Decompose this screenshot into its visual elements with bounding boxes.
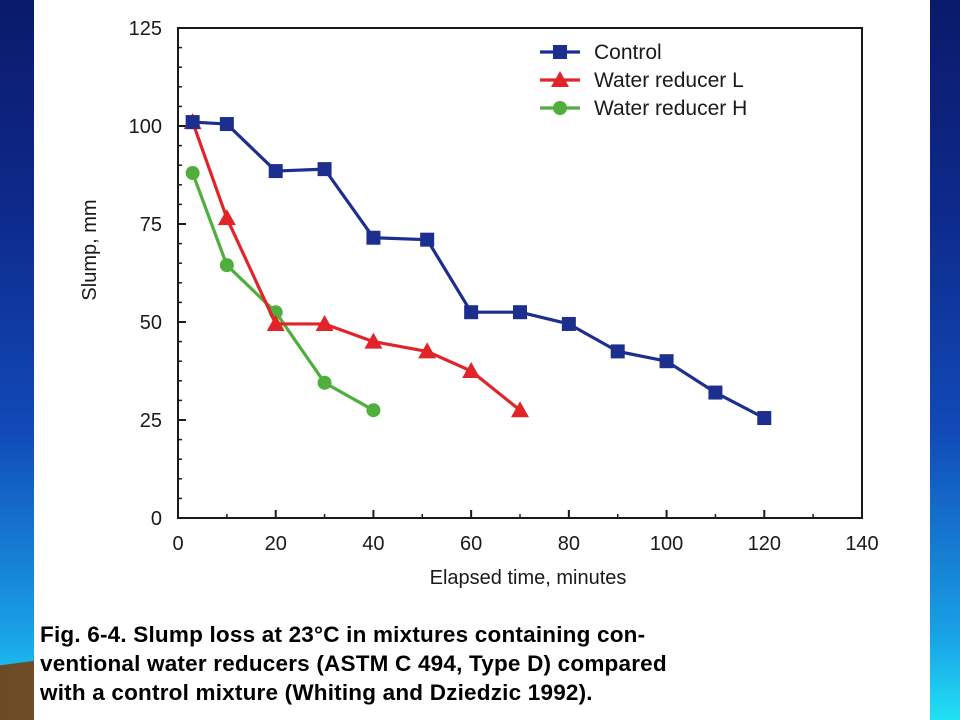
chart-series — [183, 113, 772, 426]
x-tick-label: 40 — [362, 533, 384, 555]
slide-panel — [34, 0, 930, 720]
water-reducer-l-marker — [462, 362, 481, 378]
caption-line: ventional water reducers (ASTM C 494, Ty… — [40, 651, 667, 676]
water-reducer-h-marker — [185, 166, 200, 181]
series-group — [185, 166, 381, 418]
x-axis-title: Elapsed time, minutes — [430, 567, 627, 589]
control-marker — [317, 162, 332, 177]
caption-line: with a control mixture (Whiting and Dzie… — [40, 680, 593, 705]
figure-caption: Fig. 6-4. Slump loss at 23°C in mixtures… — [40, 620, 930, 707]
water-reducer-l-marker — [511, 401, 529, 418]
control-marker — [185, 115, 200, 130]
caption-line: Fig. 6-4. Slump loss at 23°C in mixtures… — [40, 622, 646, 647]
water-reducer-l-marker — [364, 332, 383, 349]
plot-frame — [177, 27, 863, 519]
x-tick-label: 100 — [650, 533, 683, 555]
control-marker — [708, 385, 723, 400]
water-reducer-h-marker — [317, 375, 332, 390]
x-tick-label: 60 — [460, 533, 482, 555]
control-marker — [553, 45, 567, 59]
x-tick-label: 140 — [845, 533, 878, 555]
x-tick-label: 0 — [172, 533, 183, 555]
control-marker — [659, 354, 674, 369]
water-reducer-h-marker — [366, 403, 381, 418]
series-group — [185, 115, 772, 426]
water-reducer-l-marker — [266, 314, 285, 331]
control-marker — [420, 232, 435, 247]
legend-label: Control — [594, 41, 662, 64]
y-tick-label: 25 — [140, 410, 162, 432]
y-tick-label: 75 — [140, 214, 162, 236]
water-reducer-l-marker — [315, 314, 334, 331]
control-marker — [219, 117, 234, 132]
water-reducer-h-marker — [219, 258, 234, 273]
slump-loss-chart: 0 25 50 75 100 125 0 20 40 60 80 100 120 140 Control W… — [79, 18, 879, 589]
legend-label: Water reducer L — [594, 69, 744, 92]
control-marker — [610, 344, 625, 359]
water-reducer-l-marker — [551, 71, 569, 87]
y-tick-label: 0 — [151, 508, 162, 530]
x-tick-label: 80 — [558, 533, 580, 555]
control-marker — [561, 316, 576, 331]
y-tick-label: 125 — [129, 18, 162, 40]
x-tick-label: 20 — [265, 533, 287, 555]
y-tick-label: 50 — [140, 312, 162, 334]
y-tick-label: 100 — [129, 116, 162, 138]
chart-axes: 0 25 50 75 100 125 0 20 40 60 80 100 120 140 — [129, 18, 879, 555]
water-reducer-l-marker — [217, 209, 236, 226]
control-marker — [513, 305, 527, 320]
x-tick-label: 120 — [748, 533, 781, 555]
series-line — [191, 121, 522, 412]
water-reducer-h-marker — [553, 101, 567, 115]
water-reducer-l-marker — [418, 342, 437, 359]
chart-legend: Control Water reducer L Water reducer H — [540, 41, 747, 120]
series-group — [183, 113, 529, 418]
series-line — [191, 172, 375, 412]
control-marker — [757, 411, 772, 426]
control-marker — [366, 230, 381, 245]
control-marker — [268, 164, 283, 179]
control-marker — [464, 305, 479, 320]
legend-label: Water reducer H — [594, 97, 747, 120]
y-axis-title: Slump, mm — [79, 199, 101, 300]
